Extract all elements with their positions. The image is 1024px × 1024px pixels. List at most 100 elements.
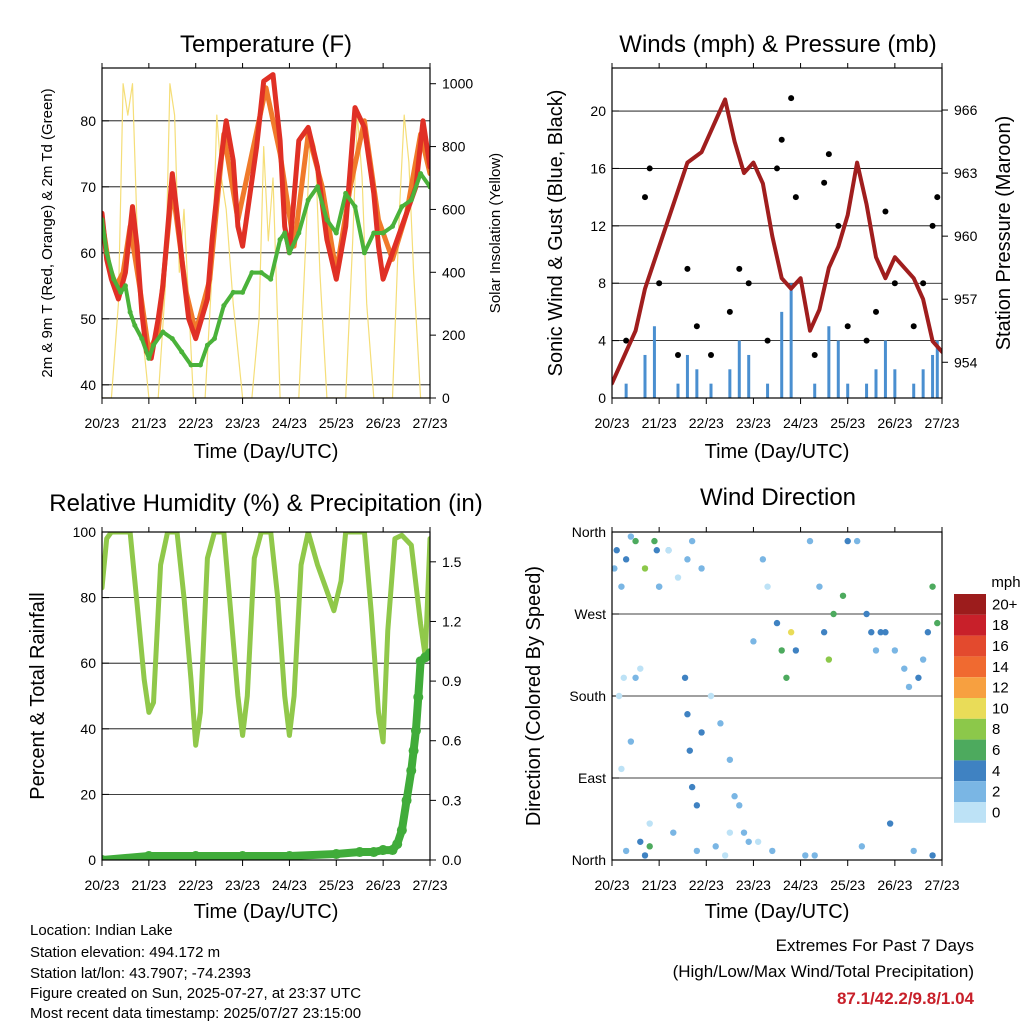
dewpoint-point	[104, 250, 110, 256]
dewpoint-point	[204, 342, 210, 348]
dewpoint-point	[111, 276, 117, 282]
gust-point	[929, 222, 936, 229]
direction-point	[712, 843, 719, 850]
y-right-tick-label: 0.0	[442, 852, 462, 868]
dewpoint-point	[188, 362, 194, 368]
legend-swatch	[954, 802, 986, 823]
legend-swatch	[954, 698, 986, 719]
direction-point	[891, 647, 899, 654]
legend-swatch	[954, 718, 986, 740]
gust-point	[726, 308, 733, 315]
footer-elevation: Station elevation: 494.172 m	[30, 944, 221, 961]
precip-point	[354, 847, 365, 858]
x-tick-label: 24/23	[783, 415, 818, 431]
x-tick-label: 27/23	[412, 877, 447, 893]
y-right-tick-label: 960	[954, 228, 978, 244]
gust-point	[792, 194, 799, 201]
precip-point	[392, 839, 403, 850]
dewpoint-point	[118, 289, 124, 295]
y-right-tick-label: 1.2	[442, 613, 462, 629]
plot-area	[102, 72, 430, 398]
direction-point	[670, 829, 677, 836]
precip-point	[190, 851, 201, 860]
y-tick-label: 40	[80, 721, 96, 737]
x-tick-label: 22/23	[689, 415, 724, 431]
y-right-tick-label: 963	[954, 165, 978, 181]
x-tick-label: 24/23	[272, 877, 307, 893]
direction-point	[736, 802, 743, 809]
direction-point	[740, 829, 748, 836]
footer-latlon: Station lat/lon: 43.7907; -74.2393	[30, 965, 252, 982]
x-axis-label: Time (Day/UTC)	[194, 441, 339, 463]
dewpoint-point	[169, 336, 175, 342]
dewpoint-point	[380, 230, 386, 236]
direction-point	[721, 852, 729, 859]
x-tick-label: 27/23	[412, 415, 447, 431]
y-axis-right-label: Solar Insolation (Yellow)	[487, 153, 504, 313]
gust-point	[821, 179, 828, 186]
dewpoint-point	[249, 270, 255, 276]
y-right-tick-label: 957	[954, 291, 978, 307]
dewpoint-point	[127, 309, 133, 315]
precip-point	[331, 849, 342, 860]
direction-point	[759, 556, 767, 563]
direction-point	[863, 610, 870, 618]
temp-2m-line	[102, 72, 430, 361]
dewpoint-point	[315, 184, 321, 190]
legend-label: 16	[992, 638, 1009, 655]
direction-point	[688, 537, 696, 545]
x-tick-label: 20/23	[84, 877, 119, 893]
dewpoint-point	[221, 303, 227, 309]
legend-label: 18	[992, 617, 1009, 634]
x-tick-label: 25/23	[830, 415, 865, 431]
x-tick-label: 23/23	[225, 877, 260, 893]
direction-point	[778, 647, 785, 654]
dewpoint-point	[286, 250, 292, 256]
y-right-tick-label: 800	[442, 139, 466, 155]
speed-legend: mph 20+ 18 16 14 12 10 8 6 4 2 0	[954, 574, 1021, 823]
y-right-tick-label: 954	[954, 354, 978, 370]
x-tick-label: 20/23	[594, 415, 629, 431]
gust-point	[693, 323, 700, 330]
x-tick-label: 25/23	[319, 415, 354, 431]
direction-point	[924, 629, 932, 636]
x-tick-label: 24/23	[783, 877, 818, 893]
y-tick-label: North	[572, 852, 606, 868]
legend-label: 8	[992, 721, 1000, 738]
dewpoint-point	[197, 362, 203, 368]
chart-panel-1: Temperature (F) Time (Day/UTC) 2m & 9m T (…	[39, 31, 504, 463]
direction-point	[802, 852, 809, 859]
direction-point	[816, 583, 823, 590]
dewpoint-point	[371, 230, 377, 236]
direction-point	[844, 537, 851, 545]
x-tick-label: 26/23	[366, 877, 401, 893]
extremes-values: 87.1/42.2/9.8/1.04	[836, 989, 974, 1008]
dewpoint-point	[418, 171, 424, 177]
gust-point	[844, 323, 851, 330]
legend-swatch	[954, 594, 986, 615]
y-tick-label: 16	[590, 160, 606, 176]
gust-point	[642, 194, 648, 201]
dewpoint-point	[268, 276, 274, 282]
y-right-tick-label: 0.9	[442, 673, 462, 689]
direction-point	[688, 783, 696, 791]
gust-point	[623, 337, 630, 344]
gust-point	[873, 308, 879, 315]
y-tick-label: West	[574, 606, 606, 622]
plot-area	[612, 533, 941, 859]
direction-point	[641, 565, 649, 572]
direction-point	[641, 852, 649, 859]
x-axis-label: Time (Day/UTC)	[194, 901, 339, 923]
x-tick-label: 25/23	[319, 877, 354, 893]
dewpoint-point	[132, 322, 138, 328]
chart-title: Wind Direction	[700, 484, 856, 511]
gust-point	[811, 351, 818, 358]
y-right-tick-label: 966	[954, 102, 978, 118]
precip-point	[284, 851, 295, 860]
x-tick-label: 27/23	[924, 415, 959, 431]
direction-point	[868, 629, 875, 636]
legend-label: 10	[992, 700, 1009, 717]
x-tick-label: 21/23	[131, 415, 166, 431]
plot-frame	[101, 67, 431, 399]
direction-point	[693, 847, 701, 855]
